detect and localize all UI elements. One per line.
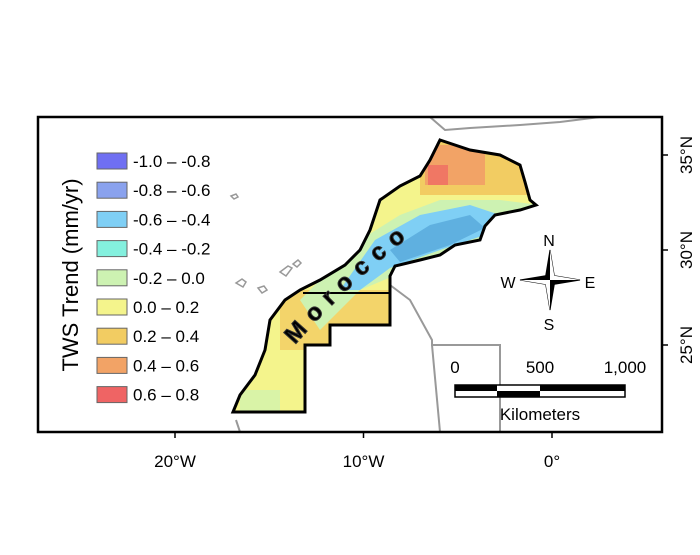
scale-tick-label: 500 [526, 358, 554, 377]
legend-label: 0.6 – 0.8 [133, 386, 199, 405]
legend-swatch [96, 240, 128, 258]
lat-tick-label: 25°N [677, 326, 696, 364]
scale-tick-label: 0 [450, 358, 459, 377]
compass-south: S [544, 317, 555, 334]
legend-label: -0.6 – -0.4 [133, 210, 211, 229]
background-borders [229, 117, 601, 432]
country-border [230, 138, 540, 414]
lat-tick-label: 30°N [677, 231, 696, 269]
scale-bar [454, 384, 626, 398]
legend-label: 0.2 – 0.4 [133, 327, 199, 346]
legend-swatch [96, 298, 128, 316]
legend-label: 0.0 – 0.2 [133, 298, 199, 317]
legend-label: -1.0 – -0.8 [133, 152, 211, 171]
legend-swatch [96, 152, 128, 170]
compass-north: N [543, 233, 555, 250]
compass-east: E [585, 275, 596, 292]
lat-tick-label: 35°N [677, 136, 696, 174]
legend-swatch [96, 269, 128, 287]
legend-swatch [96, 356, 128, 374]
legend-swatch [96, 210, 128, 228]
legend-label: -0.2 – 0.0 [133, 269, 205, 288]
scale-unit: Kilometers [500, 405, 580, 424]
lon-tick-label: 0° [544, 452, 560, 471]
legend-swatch [96, 327, 128, 345]
legend-swatch [96, 386, 128, 404]
legend-label: -0.4 – -0.2 [133, 240, 211, 259]
legend-title: TWS Trend (mm/yr) [58, 178, 83, 371]
compass-west: W [500, 275, 516, 292]
scale-tick-label: 1,000 [604, 358, 647, 377]
country-label-path: Morocco [279, 216, 409, 349]
legend-swatch [96, 181, 128, 199]
country-label: Morocco [279, 217, 417, 349]
lon-tick-label: 20°W [154, 452, 196, 471]
compass [519, 249, 581, 311]
legend-label: -0.8 – -0.6 [133, 181, 211, 200]
legend-label: 0.4 – 0.6 [133, 356, 199, 375]
lon-tick-label: 10°W [343, 452, 385, 471]
map-frame [36, 115, 664, 434]
